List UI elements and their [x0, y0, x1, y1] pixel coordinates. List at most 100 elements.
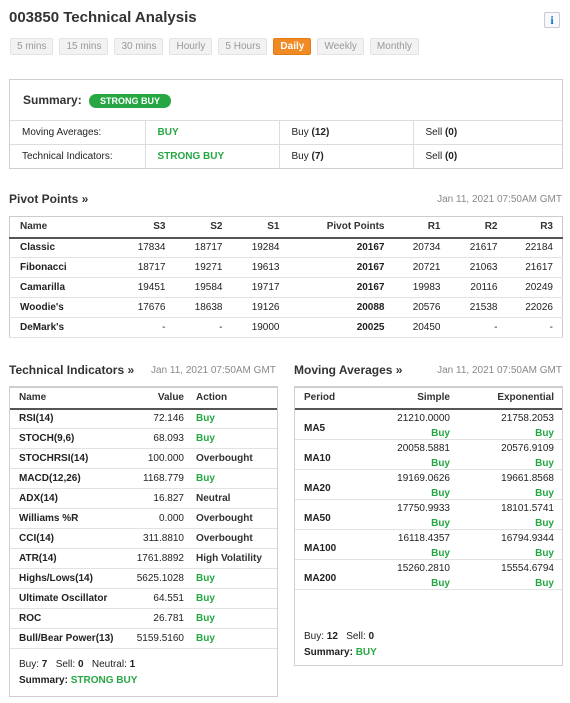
- ma-exp-value: 15554.6794: [501, 562, 554, 574]
- ma-simple-signal: Buy: [431, 457, 450, 469]
- pivot-cell: 20167: [288, 277, 394, 298]
- timeframe-tabs: 5 mins 15 mins 30 mins Hourly 5 Hours Da…: [10, 38, 419, 55]
- tab-monthly[interactable]: Monthly: [369, 38, 419, 55]
- ma-simple-value: 15260.2810: [397, 562, 450, 574]
- pivot-cell: 19271: [174, 257, 232, 278]
- ma-simple-cell: 19169.0626 Buy: [363, 469, 458, 500]
- pivot-cell: 17834: [104, 237, 175, 258]
- indicator-value: 64.551: [128, 588, 196, 609]
- pivot-row-name: Woodie's: [9, 297, 105, 318]
- info-icon[interactable]: i: [544, 12, 560, 28]
- pivot-cell: 21538: [449, 297, 507, 318]
- indicator-row: ATR(14) 1761.8892 High Volatility: [10, 548, 277, 569]
- summary-label: Summary:: [19, 675, 68, 686]
- indicator-name: Bull/Bear Power(13): [10, 628, 128, 649]
- ma-exp-cell: 20576.9109 Buy: [458, 439, 562, 470]
- indicators-box: Name Value Action RSI(14) 72.146 Buy STOCH(…: [9, 386, 278, 697]
- pivot-cell: 18717: [174, 237, 232, 258]
- pivot-row-name: Classic: [9, 237, 105, 258]
- tab-5-mins[interactable]: 5 mins: [10, 38, 54, 55]
- sell-count: (0): [444, 151, 458, 163]
- indicator-action: Buy: [196, 408, 277, 429]
- summary-badge: STRONG BUY: [89, 94, 172, 108]
- ma-header-row: Period Simple Exponential: [295, 387, 562, 410]
- pivot-cell: 20167: [288, 237, 394, 258]
- pivot-cell: 22184: [506, 237, 563, 258]
- pivot-cell: 21617: [449, 237, 507, 258]
- ma-header: Exponential: [458, 387, 562, 410]
- buy-count: (7): [311, 151, 324, 163]
- pivot-cell: 20025: [288, 317, 394, 338]
- summary-row-buy: Buy (7): [279, 144, 414, 169]
- indicators-summary: Summary: STRONG BUY: [19, 675, 137, 686]
- ma-exp-cell: 21758.2053 Buy: [458, 408, 562, 440]
- tab-15-mins[interactable]: 15 mins: [59, 38, 109, 55]
- indicator-action: Buy: [196, 628, 277, 649]
- technical-indicators-link[interactable]: Technical Indicators »: [9, 363, 135, 377]
- page-title: 003850 Technical Analysis: [9, 9, 197, 26]
- indicator-action: Neutral: [196, 488, 277, 509]
- ma-exp-signal: Buy: [535, 427, 554, 439]
- pivot-header: R1: [393, 216, 450, 239]
- ma-simple-value: 19169.0626: [397, 472, 450, 484]
- pivot-cell: 18638: [174, 297, 232, 318]
- ma-exp-cell: 19661.8568 Buy: [458, 469, 562, 500]
- ma-row: MA20 19169.0626 Buy 19661.8568 Buy: [295, 469, 562, 500]
- ma-header: Simple: [363, 387, 458, 410]
- indicator-row: ADX(14) 16.827 Neutral: [10, 488, 277, 509]
- sell-label: Sell: [425, 151, 443, 163]
- pivot-cell: 20116: [449, 277, 507, 298]
- pivot-cell: 19451: [104, 277, 175, 298]
- summary-box: Summary: STRONG BUY Moving Averages: BUY…: [9, 79, 563, 169]
- buy-count: (12): [311, 127, 330, 138]
- indicator-name: Ultimate Oscillator: [10, 588, 128, 609]
- ma-exp-signal: Buy: [535, 577, 554, 589]
- ma-simple-signal: Buy: [431, 517, 450, 529]
- pivot-cell: 19126: [231, 297, 289, 318]
- indicator-name: MACD(12,26): [10, 468, 128, 489]
- indicator-value: 311.8810: [128, 528, 196, 549]
- ma-period: MA20: [295, 469, 363, 500]
- ma-exp-value: 19661.8568: [501, 472, 554, 484]
- tab-5-hours[interactable]: 5 Hours: [218, 38, 268, 55]
- pivot-header: Pivot Points: [288, 216, 394, 239]
- ma-exp-value: 21758.2053: [501, 412, 554, 424]
- summary-row-sell: Sell (0): [413, 120, 562, 145]
- pivot-cell: 20576: [393, 297, 450, 318]
- indicator-value: 26.781: [128, 608, 196, 629]
- pivot-cell: -: [506, 317, 563, 338]
- indicator-value: 0.000: [128, 508, 196, 529]
- pivot-table: Name S3 S2 S1 Pivot Points R1 R2 R3 Clas…: [9, 216, 563, 338]
- indicator-row: STOCH(9,6) 68.093 Buy: [10, 428, 277, 449]
- indicator-action: Buy: [196, 468, 277, 489]
- indicator-name: STOCH(9,6): [10, 428, 128, 449]
- tab-daily[interactable]: Daily: [273, 38, 312, 55]
- indicator-row: Williams %R 0.000 Overbought: [10, 508, 277, 529]
- buy-count: 12: [326, 631, 338, 642]
- ma-exp-signal: Buy: [535, 517, 554, 529]
- summary-row-sell: Sell (0): [413, 144, 562, 169]
- summary-row-moving-averages: Moving Averages: BUY Buy (12) Sell (0): [10, 120, 562, 145]
- pivot-row-name: Fibonacci: [9, 257, 105, 278]
- moving-averages-link[interactable]: Moving Averages »: [294, 363, 403, 377]
- tab-hourly[interactable]: Hourly: [169, 38, 213, 55]
- ma-row: MA50 17750.9933 Buy 18101.5741 Buy: [295, 499, 562, 530]
- pivot-cell: -: [449, 317, 507, 338]
- indicators-table: Name Value Action RSI(14) 72.146 Buy STOCH(…: [10, 387, 277, 649]
- pivot-points-link[interactable]: Pivot Points »: [9, 192, 89, 206]
- ma-simple-signal: Buy: [431, 427, 450, 439]
- ma-row: MA5 21210.0000 Buy 21758.2053 Buy: [295, 408, 562, 440]
- ma-simple-cell: 20058.5881 Buy: [363, 439, 458, 470]
- tab-weekly[interactable]: Weekly: [317, 38, 364, 55]
- pivot-row: Classic 17834 18717 19284 20167 20734 21617 221…: [9, 237, 563, 258]
- tab-30-mins[interactable]: 30 mins: [114, 38, 164, 55]
- pivot-header: R2: [449, 216, 507, 239]
- indicator-action: Overbought: [196, 508, 277, 529]
- buy-label: Buy:: [19, 659, 40, 670]
- ma-period: MA200: [295, 559, 363, 590]
- pivot-header: S1: [231, 216, 289, 239]
- summary-label: Summary:: [304, 647, 353, 658]
- buy-count: 7: [41, 659, 48, 670]
- ma-exp-signal: Buy: [535, 457, 554, 469]
- indicator-name: ATR(14): [10, 548, 128, 569]
